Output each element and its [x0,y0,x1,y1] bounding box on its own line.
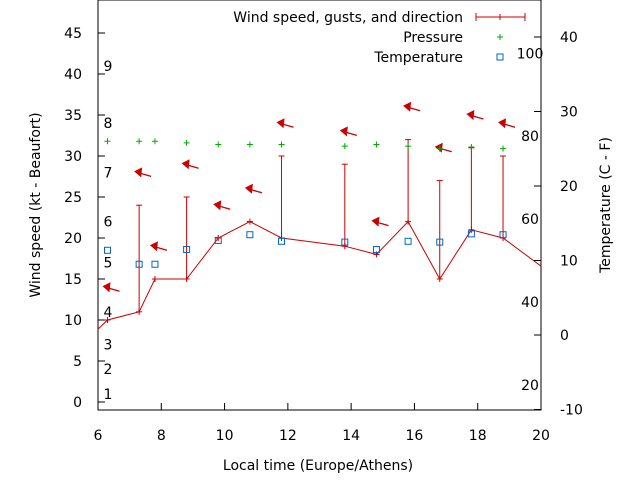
series-layer [98,101,541,330]
wind-direction-arrow [149,241,158,252]
y-left-tick-label: 35 [64,108,82,124]
legend-label-pressure: Pressure [403,30,463,46]
y-left-tick-label: 30 [64,149,82,165]
y-right-tick-label: -10 [560,403,583,419]
x-tick-label: 14 [342,428,360,444]
fahrenheit-label: 100 [517,46,544,62]
pressure-point [436,145,443,152]
temperature-point [467,230,475,238]
beaufort-label: 3 [104,338,113,354]
temperature-point [246,231,254,239]
beaufort-label: 9 [104,59,113,75]
pressure-point [278,141,285,148]
y-right-tick-label: 10 [560,254,578,270]
legend-label-temperature: Temperature [373,50,463,66]
wind-direction-arrow [403,101,412,112]
legend-label-wind: Wind speed, gusts, and direction [233,10,463,26]
pressure-point [215,141,222,148]
y-right-tick-label: 20 [560,179,578,195]
wind-direction-arrow [181,159,190,170]
temperature-point [278,237,286,245]
temperature-point [135,260,143,268]
pressure-point [500,145,507,152]
temperature-point [436,238,444,246]
x-tick-label: 16 [406,428,424,444]
pressure-point [183,139,190,146]
temperature-point [151,260,159,268]
beaufort-label: 6 [104,215,113,231]
beaufort-label: 4 [104,305,113,321]
pressure-point [468,143,475,150]
wind-speed-line [98,220,541,330]
pressure-point [405,143,412,150]
pressure-point [151,138,158,145]
x-axis-label: Local time (Europe/Athens) [223,458,413,474]
beaufort-label: 7 [104,165,113,181]
y-left-tick-label: 0 [73,395,82,411]
fahrenheit-label: 20 [521,378,539,394]
temperature-point [404,237,412,245]
temperature-point [499,231,507,239]
fahrenheit-label: 80 [521,129,539,145]
y-left-tick-label: 20 [64,231,82,247]
y-left-tick-label: 15 [64,272,82,288]
pressure-point [136,138,143,145]
beaufort-label: 2 [104,362,113,378]
temperature-point [341,238,349,246]
beaufort-label: 5 [104,256,113,272]
temperature-point [372,245,380,253]
pressure-point [246,141,253,148]
fahrenheit-label: 40 [521,295,539,311]
y-right-tick-label: 40 [560,30,578,46]
fahrenheit-label: 60 [521,212,539,228]
pressure-point [341,143,348,150]
plot-frame [97,0,542,411]
pressure-point [373,141,380,148]
x-tick-label: 20 [532,428,550,444]
wind-direction-arrow [134,167,143,178]
y-left-tick-label: 45 [64,26,82,42]
x-tick-label: 18 [469,428,487,444]
legend-marker-temperature [496,53,504,61]
wind-direction-arrow [466,110,475,120]
wind-direction-arrow [276,118,285,129]
x-tick-label: 12 [279,428,297,444]
y-left-tick-label: 40 [64,67,82,83]
wind-direction-arrow [339,126,348,137]
y-left-tick-label: 5 [73,354,82,370]
x-tick-label: 10 [216,428,234,444]
temperature-point [183,245,191,253]
beaufort-label: 1 [104,387,113,403]
y-right-tick-label: 30 [560,105,578,121]
x-tick-label: 6 [94,428,103,444]
y-axis-label-right: Temperature (C - F) [598,137,614,274]
wind-direction-arrow [102,282,111,293]
x-tick-label: 8 [157,428,166,444]
wind-direction-arrow [213,200,222,211]
axis-ticks: 6 8 10 12 14 16 18 20051015202530354045-1001020… [64,26,583,444]
legend-marker-pressure [497,34,503,40]
temperature-point [103,246,111,254]
pressure-point [104,138,111,145]
wind-direction-arrow [371,216,380,227]
legend: Wind speed, gusts, and direction Pressure… [233,10,526,66]
wind-direction-arrow [244,183,253,194]
beaufort-label: 8 [104,116,113,132]
wind-direction-arrow [434,142,443,153]
temperature-point [214,236,222,244]
y-axis-label-left: Wind speed (kt - Beaufort) [28,112,44,297]
y-left-tick-label: 25 [64,190,82,206]
y-left-tick-label: 10 [64,313,82,329]
wind-direction-arrow [498,118,507,129]
y-right-tick-label: 0 [560,328,569,344]
